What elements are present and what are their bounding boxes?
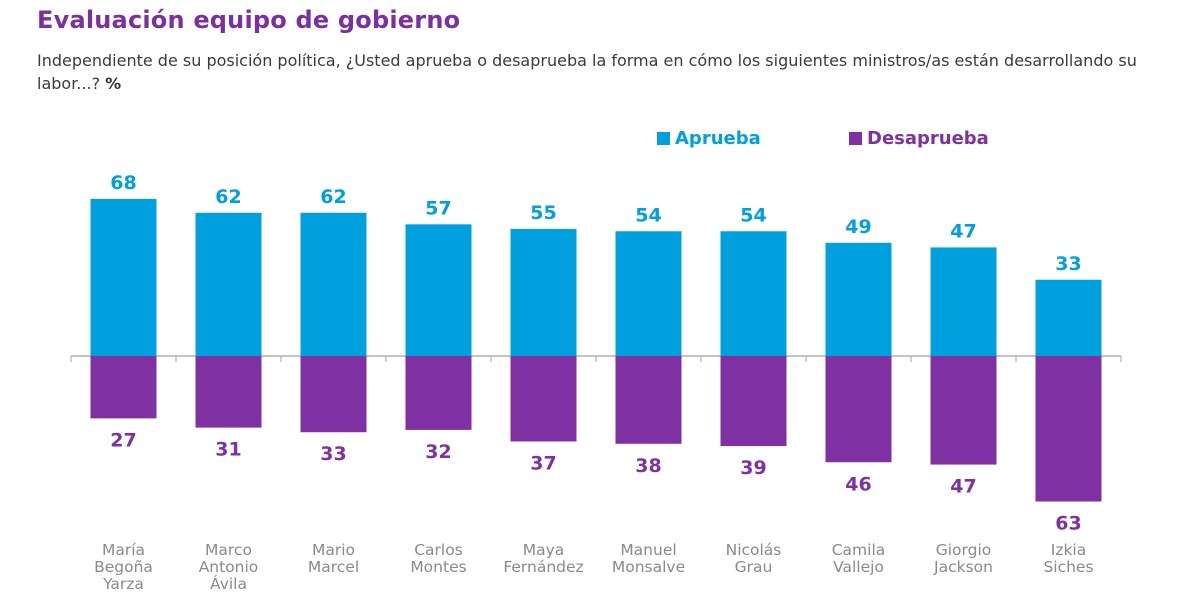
bar-desaprueba [510, 356, 577, 442]
data-label-desaprueba: 38 [635, 455, 661, 477]
legend-swatch-desaprueba [849, 132, 862, 145]
bar-aprueba [405, 224, 472, 356]
category-label: Giorgio Jackson [933, 541, 993, 576]
data-label-desaprueba: 31 [215, 439, 241, 461]
category-label-line: Monsalve [612, 558, 685, 576]
legend-item-aprueba: Aprueba [657, 128, 761, 149]
data-label-desaprueba: 46 [845, 473, 871, 495]
data-label-desaprueba: 37 [530, 452, 556, 474]
category-label-line: Marco [205, 541, 252, 559]
category-label: Carlos Montes [410, 541, 466, 576]
category-label-line: Nicolás [726, 541, 782, 559]
category-label: Nicolás Grau [726, 541, 782, 576]
category-label-line: Montes [410, 558, 466, 576]
bar-aprueba [195, 212, 262, 356]
data-label-desaprueba: 32 [425, 441, 451, 463]
category-label-line: Camila [832, 541, 886, 559]
category-label-line: Grau [735, 558, 773, 576]
data-label-desaprueba: 63 [1055, 513, 1081, 535]
category-label-line: María [102, 541, 145, 559]
category-label-line: Mario [312, 541, 355, 559]
legend-label-desaprueba: Desaprueba [867, 128, 989, 149]
category-label-line: Manuel [620, 541, 676, 559]
bar-aprueba [825, 242, 892, 356]
data-label-desaprueba: 39 [740, 457, 766, 479]
chart-subtitle: Independiente de su posición política, ¿… [37, 49, 1137, 95]
bar-aprueba [300, 212, 367, 356]
category-label-line: Fernández [503, 558, 583, 576]
subtitle-question: Independiente de su posición política, ¿… [37, 51, 1137, 93]
bar-desaprueba [300, 356, 367, 433]
category-label-line: Izkia [1051, 541, 1087, 559]
legend-swatch-aprueba [657, 132, 670, 145]
bar-aprueba [90, 198, 157, 356]
category-label: Maya Fernández [503, 541, 583, 576]
data-label-desaprueba: 27 [110, 429, 136, 451]
category-label-line: Siches [1043, 558, 1093, 576]
data-label-aprueba: 68 [110, 172, 136, 194]
category-label-line: Giorgio [936, 541, 992, 559]
subtitle-unit: % [105, 74, 122, 93]
category-label: Camila Vallejo [832, 541, 886, 576]
data-label-desaprueba: 33 [320, 443, 346, 465]
category-label-line: Jackson [933, 558, 993, 576]
bar-aprueba [510, 228, 577, 356]
bar-desaprueba [615, 356, 682, 444]
data-label-aprueba: 54 [635, 204, 661, 226]
category-label: María Begoña Yarza [94, 541, 153, 593]
category-label-line: Antonio [199, 558, 259, 576]
category-label-line: Carlos [414, 541, 463, 559]
bar-desaprueba [825, 356, 892, 463]
bar-aprueba [1035, 279, 1102, 356]
bar-desaprueba [720, 356, 787, 447]
bar-desaprueba [930, 356, 997, 465]
legend-item-desaprueba: Desaprueba [849, 128, 989, 149]
bar-desaprueba [90, 356, 157, 419]
legend-label-aprueba: Aprueba [675, 128, 761, 149]
category-label: Izkia Siches [1043, 541, 1093, 576]
bar-desaprueba [195, 356, 262, 428]
data-label-aprueba: 57 [425, 197, 451, 219]
bar-desaprueba [405, 356, 472, 430]
category-label-line: Ávila [210, 574, 247, 593]
data-label-aprueba: 62 [320, 186, 346, 208]
category-label-line: Marcel [308, 558, 359, 576]
data-label-aprueba: 47 [950, 220, 976, 242]
data-label-aprueba: 54 [740, 204, 766, 226]
category-label: Marco Antonio Ávila [199, 541, 259, 593]
category-label: Manuel Monsalve [612, 541, 685, 576]
category-label-line: Vallejo [833, 558, 884, 576]
bar-desaprueba [1035, 356, 1102, 502]
data-label-aprueba: 62 [215, 186, 241, 208]
data-label-aprueba: 33 [1055, 253, 1081, 275]
bar-aprueba [720, 231, 787, 356]
category-label-line: Yarza [102, 575, 144, 593]
data-label-desaprueba: 47 [950, 476, 976, 498]
bar-aprueba [930, 247, 997, 356]
chart-title: Evaluación equipo de gobierno [37, 6, 461, 34]
category-label-line: Maya [523, 541, 565, 559]
category-label: Mario Marcel [308, 541, 359, 576]
data-label-aprueba: 55 [530, 202, 556, 224]
bar-aprueba [615, 231, 682, 356]
data-label-aprueba: 49 [845, 216, 871, 238]
category-label-line: Begoña [94, 558, 153, 576]
